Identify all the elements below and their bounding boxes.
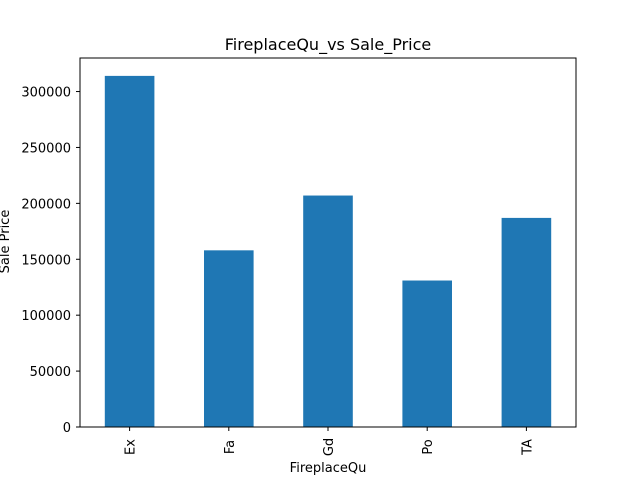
x-tick-label: Gd — [322, 438, 337, 456]
y-tick-label: 50000 — [30, 365, 71, 380]
x-tick-label: Fa — [223, 440, 238, 454]
y-tick-label: 0 — [63, 421, 71, 436]
bar-po — [402, 280, 452, 427]
x-tick-label: Po — [421, 439, 436, 454]
bar-fa — [204, 250, 254, 427]
bars-layer — [104, 75, 552, 428]
y-tick-label: 100000 — [21, 309, 71, 324]
bar-ex — [104, 75, 155, 428]
bar-ta — [501, 217, 552, 427]
y-axis-ticks: 0 50000 100000 150000 200000 250000 300000 — [21, 86, 80, 436]
x-tick-label: Ex — [124, 439, 139, 455]
x-axis-ticks: Ex Fa Gd Po TA — [124, 427, 535, 456]
y-axis-title: Sale Price — [0, 210, 13, 274]
bar-gd — [303, 195, 353, 427]
y-tick-label: 250000 — [21, 141, 71, 156]
x-axis-title: FireplaceQu — [290, 461, 367, 476]
y-tick-label: 200000 — [21, 197, 71, 212]
x-tick-label: TA — [520, 439, 535, 456]
y-tick-label: 150000 — [21, 253, 71, 268]
chart-title: FireplaceQu_vs Sale_Price — [225, 35, 432, 55]
y-tick-label: 300000 — [21, 86, 71, 101]
